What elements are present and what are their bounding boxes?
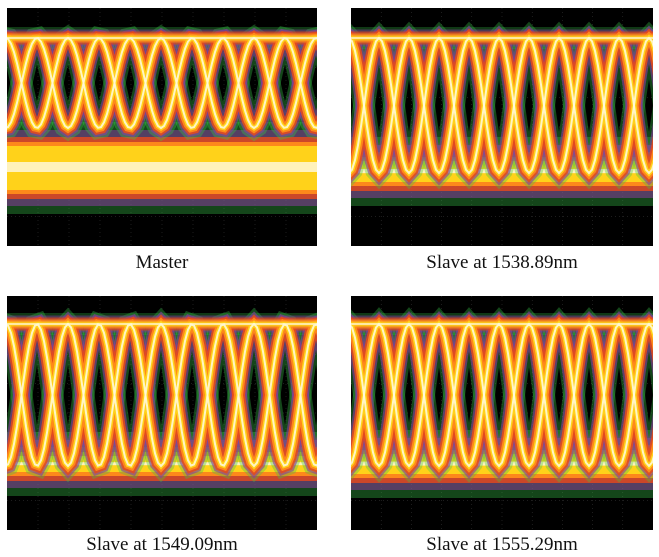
caption-slave-1555: Slave at 1555.29nm (426, 534, 578, 555)
eye-grid (351, 296, 653, 530)
eye-traces (351, 307, 653, 483)
eye-diagram-slave-1555 (351, 296, 653, 530)
eye-diagram-master (7, 8, 317, 246)
eye-diagram-slave-1549-plot (7, 296, 317, 530)
eye-traces (7, 307, 317, 483)
caption-slave-1538: Slave at 1538.89nm (426, 252, 578, 273)
eye-diagram-slave-1538-plot (351, 8, 653, 246)
eye-diagram-master-plot (7, 8, 317, 246)
eye-lower-band (7, 122, 317, 214)
eye-traces (351, 21, 653, 190)
eye-diagram-slave-1538 (351, 8, 653, 246)
eye-diagram-slave-1555-plot (351, 296, 653, 530)
eye-diagram-slave-1549 (7, 296, 317, 530)
eye-traces (7, 24, 317, 142)
caption-slave-1549: Slave at 1549.09nm (86, 534, 238, 555)
eye-grid (7, 296, 317, 530)
caption-master: Master (135, 252, 189, 273)
